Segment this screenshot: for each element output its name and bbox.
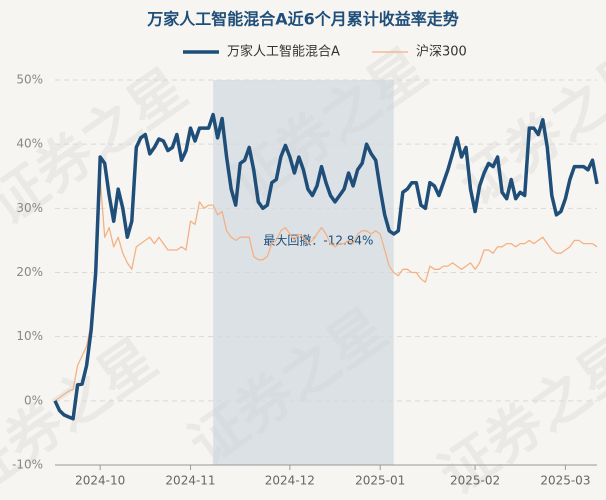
x-tick-label: 2025-01 — [355, 474, 405, 488]
x-tick-label: 2024-11 — [165, 474, 215, 488]
y-tick-label: 30% — [16, 201, 43, 215]
y-tick-label: -10% — [12, 458, 43, 472]
y-tick-label: 50% — [16, 73, 43, 87]
x-tick-label: 2025-02 — [450, 474, 500, 488]
y-tick-label: 40% — [16, 137, 43, 151]
x-tick-label: 2025-03 — [540, 474, 590, 488]
legend-label: 沪深300 — [416, 44, 467, 60]
drawdown-region — [213, 80, 394, 465]
chart-title: 万家人工智能混合A近6个月累计收益率走势 — [146, 10, 459, 29]
legend-label: 万家人工智能混合A — [227, 44, 340, 60]
x-tick-label: 2024-12 — [265, 474, 315, 488]
y-tick-label: 10% — [16, 329, 43, 343]
y-tick-label: 20% — [16, 265, 43, 279]
y-tick-label: 0% — [24, 393, 43, 407]
series-line — [53, 112, 599, 421]
series-line — [54, 178, 598, 402]
x-tick-label: 2024-10 — [75, 474, 125, 488]
